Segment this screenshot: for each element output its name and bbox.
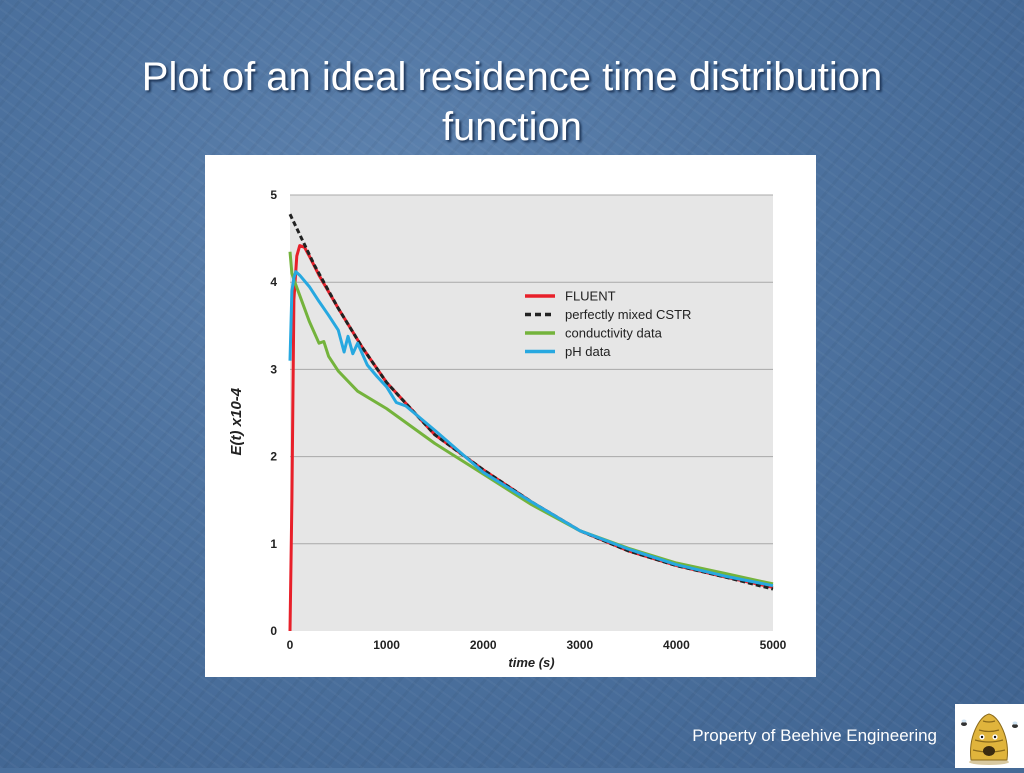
slide-title: Plot of an ideal residence time distribu… [40, 52, 984, 152]
title-line-1: Plot of an ideal residence time distribu… [141, 55, 883, 99]
legend-label-2: perfectly mixed CSTR [565, 307, 691, 322]
series-line-4 [288, 270, 774, 588]
y-tick-label: 2 [270, 450, 277, 464]
y-tick-label: 5 [270, 188, 277, 202]
beehive-icon [961, 713, 1018, 765]
y-tick-label: 3 [270, 362, 277, 376]
x-tick-label: 2000 [470, 638, 497, 652]
footer-credit: Property of Beehive Engineering [692, 726, 937, 745]
x-tick-label: 1000 [373, 638, 400, 652]
y-axis-label: E(t) x10-4 [228, 387, 245, 455]
x-tick-label: 5000 [760, 638, 787, 652]
x-tick-label: 0 [287, 638, 294, 652]
x-tick-label: 3000 [566, 638, 593, 652]
y-tick-label: 0 [270, 624, 277, 638]
plot-area [290, 195, 773, 631]
y-tick-label: 4 [270, 275, 277, 289]
rtd-chart: 0 1 2 3 4 5 0 1000 2000 3000 4000 5000 time (s) E(t) … [228, 188, 787, 670]
beehive-logo [955, 704, 1024, 768]
y-tick-label: 1 [270, 537, 277, 551]
legend-label-3: conductivity data [565, 326, 663, 341]
x-axis-label: time (s) [508, 655, 554, 670]
legend-label-1: FLUENT [565, 289, 616, 304]
x-tick-label: 4000 [663, 638, 690, 652]
title-line-2: function [441, 105, 583, 149]
chart-panel: 0 1 2 3 4 5 0 1000 2000 3000 4000 5000 time (s) E(t) … [205, 155, 816, 677]
legend-label-4: pH data [565, 344, 611, 359]
series-line-2 [288, 213, 774, 591]
